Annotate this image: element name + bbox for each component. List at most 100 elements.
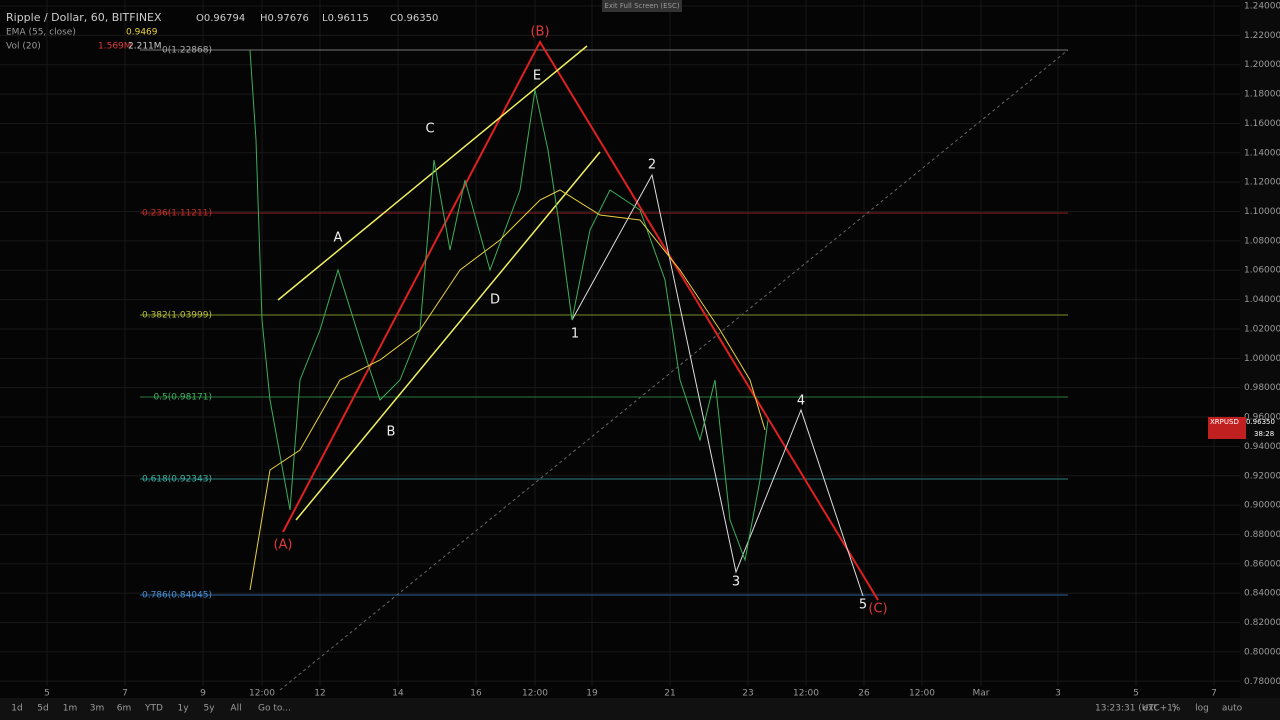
range-button[interactable]: All: [230, 704, 241, 714]
ohlc: H0.97676: [260, 13, 309, 24]
range-button[interactable]: 1d: [11, 704, 22, 714]
price-label: 0.84000: [1244, 589, 1280, 599]
range-button[interactable]: 1m: [63, 704, 78, 714]
fullscreen-hint: Exit Full Screen (ESC): [604, 2, 679, 10]
price-label: 1.24000: [1244, 2, 1280, 12]
price-label: 0.88000: [1244, 530, 1280, 540]
price-label: 0.80000: [1244, 647, 1280, 657]
price-label: 1.14000: [1244, 148, 1280, 158]
wave-label: 5: [859, 598, 867, 613]
ohlc: C0.96350: [390, 13, 438, 24]
fib-label: 0.618(0.92343): [142, 475, 212, 485]
ohlc: O0.96794: [196, 13, 245, 24]
time-label: 7: [122, 689, 128, 699]
price-label: 1.22000: [1244, 31, 1280, 41]
trend-line: [279, 49, 1069, 691]
option-button[interactable]: auto: [1222, 704, 1243, 714]
price-label: 0.98000: [1244, 383, 1280, 393]
wave-label: 4: [797, 394, 805, 409]
wave-label: E: [533, 69, 541, 84]
vol-value: 2.211M: [128, 42, 162, 52]
labels: 1.24000 1.22000 1.20000 1.18000 1.16000 1.140…: [6, 0, 1280, 714]
time-label: 12:00: [522, 689, 548, 699]
range-button[interactable]: 3m: [90, 704, 105, 714]
price-label: 0.90000: [1244, 501, 1280, 511]
time-label: 23: [742, 689, 753, 699]
fib-label: 0.786(0.84045): [142, 591, 212, 601]
wave-label: (A): [273, 538, 292, 553]
price-label: 1.12000: [1244, 178, 1280, 188]
channel-line: [295, 151, 601, 521]
time-label: 12:00: [909, 689, 935, 699]
price-tag: [1208, 417, 1246, 439]
wave-label: 2: [648, 158, 656, 173]
price-label: 1.16000: [1244, 119, 1280, 129]
price-label: 1.04000: [1244, 295, 1280, 305]
price-label: 1.06000: [1244, 266, 1280, 276]
price-label: 0.82000: [1244, 618, 1280, 628]
tag-price: 0.96350: [1246, 418, 1275, 426]
wave-label: B: [387, 425, 396, 440]
time-label: 12:00: [249, 689, 275, 699]
wave-label: 3: [732, 575, 740, 590]
fib-label: 0(1.22868): [162, 46, 212, 56]
price-label: 1.00000: [1244, 354, 1280, 364]
range-button[interactable]: 5d: [37, 704, 48, 714]
tag-symbol: XRPUSD: [1210, 418, 1239, 426]
ema-label: EMA (55, close): [6, 28, 76, 38]
wave-label: C: [425, 122, 434, 137]
goto-button[interactable]: Go to...: [258, 704, 291, 714]
clock: 13:23:31 (UTC+1): [1095, 704, 1176, 714]
range-button[interactable]: 6m: [117, 704, 132, 714]
fib-label: 0.382(1.03999): [142, 311, 212, 321]
toolbar-bg: [0, 698, 1280, 720]
price-label: 1.10000: [1244, 207, 1280, 217]
option-button[interactable]: log: [1195, 704, 1209, 714]
abc-lines: [282, 39, 879, 601]
time-label: 14: [392, 689, 404, 699]
ema-value: 0.9469: [126, 28, 158, 38]
wave-label: 1: [571, 327, 579, 342]
wave-label: (B): [530, 25, 549, 40]
drawings: [140, 39, 1069, 691]
time-label: Mar: [973, 689, 990, 699]
wave-label: (C): [868, 602, 887, 617]
price-label: 0.94000: [1244, 442, 1280, 452]
option-button[interactable]: ext: [1143, 704, 1158, 714]
price-label: 1.18000: [1244, 90, 1280, 100]
price-label: 0.86000: [1244, 559, 1280, 569]
range-button[interactable]: 5y: [203, 704, 215, 714]
time-label: 12: [314, 689, 325, 699]
price-label: 1.08000: [1244, 236, 1280, 246]
time-label: 7: [1211, 689, 1217, 699]
price-axis-bg: [1240, 0, 1280, 700]
time-label: 9: [200, 689, 206, 699]
ema-line: [249, 189, 766, 591]
time-label: 26: [858, 689, 870, 699]
time-label: 5: [1133, 689, 1139, 699]
time-label: 5: [44, 689, 50, 699]
wave-label: D: [490, 293, 500, 308]
range-button[interactable]: YTD: [144, 704, 163, 714]
ohlc: L0.96115: [322, 13, 369, 24]
time-label: 21: [664, 689, 675, 699]
vol-label: Vol (20): [6, 42, 41, 52]
wave-lines: [571, 173, 864, 597]
fib-label: 0.236(1.11211): [142, 209, 212, 219]
price-label: 0.96000: [1244, 413, 1280, 423]
wave-label: A: [334, 231, 343, 246]
tag-countdown: 38:28: [1254, 430, 1274, 438]
range-button[interactable]: 1y: [177, 704, 189, 714]
price-path: [249, 49, 769, 562]
time-label: 19: [586, 689, 598, 699]
price-label: 1.20000: [1244, 60, 1280, 70]
fib-label: 0.5(0.98171): [153, 393, 212, 403]
option-button[interactable]: %: [1172, 704, 1181, 714]
price-label: 1.02000: [1244, 324, 1280, 334]
time-label: 12:00: [793, 689, 819, 699]
price-label: 0.92000: [1244, 471, 1280, 481]
time-label: 3: [1055, 689, 1061, 699]
symbol: Ripple / Dollar, 60, BITFINEX: [6, 11, 162, 24]
